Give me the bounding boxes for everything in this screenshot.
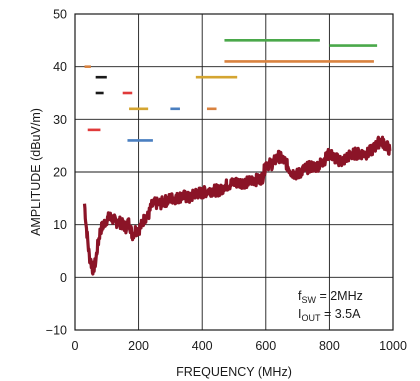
annotation-iout-subscript: OUT [301,313,321,323]
annotation-output-current: IOUT = 3.5A [298,307,361,323]
annotation-fsw-subscript: SW [301,295,316,305]
plot-frame [74,13,394,331]
annotation-iout-value: = 3.5A [320,307,361,321]
y-tick-label: 0 [60,271,67,285]
y-axis-label: AMPLITUDE (dBuV/m) [29,108,43,236]
y-tick-label: 50 [53,8,67,22]
y-tick-labels: −10 0 10 20 30 40 50 [46,8,67,338]
y-tick-label: 30 [53,113,67,127]
x-axis-label: FREQUENCY (MHz) [176,365,292,379]
annotation-switching-frequency: fSW = 2MHz [298,289,363,305]
x-tick-label: 400 [192,339,213,353]
emission-trace [82,135,392,276]
series-layer [82,135,392,276]
annotation-fsw-value: = 2MHz [316,289,363,303]
annotation-fsw-symbol: f [298,289,302,303]
x-tick-labels: 0 200 400 600 800 1000 [72,339,407,353]
y-tick-label: −10 [46,324,67,338]
x-tick-label: 200 [128,339,149,353]
y-tick-label: 40 [53,60,67,74]
x-tick-label: 600 [255,339,276,353]
limit-lines [84,39,378,142]
x-tick-label: 1000 [379,339,407,353]
y-tick-label: 10 [53,218,67,232]
x-tick-label: 0 [72,339,79,353]
x-tick-label: 800 [319,339,340,353]
y-tick-label: 20 [53,166,67,180]
annotation-iout-symbol: I [298,307,301,321]
